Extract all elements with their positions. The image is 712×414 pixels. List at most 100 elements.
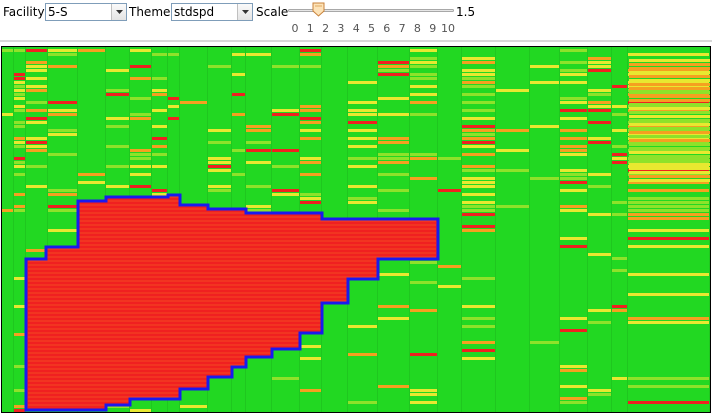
speed-heatmap[interactable] [2, 47, 710, 412]
heat-cell [106, 125, 129, 128]
heat-cell [48, 49, 77, 52]
scale-slider-track[interactable] [288, 9, 454, 12]
heat-cell [14, 85, 25, 88]
facility-select[interactable]: 5-S [45, 3, 127, 21]
heat-cell [26, 109, 47, 112]
heat-cell [588, 89, 611, 92]
heat-cell [208, 189, 231, 192]
heat-cell [462, 125, 495, 128]
heat-cell [462, 133, 495, 136]
heat-cell [378, 153, 409, 156]
heat-cell [462, 357, 495, 360]
heat-cell [106, 145, 129, 148]
heat-cell [26, 165, 47, 168]
heat-cell [462, 229, 495, 232]
heat-cell [232, 73, 245, 76]
heat-cell [462, 177, 495, 180]
heat-cell [14, 165, 25, 168]
heat-cell [612, 129, 627, 132]
theme-select[interactable]: stdspd [171, 3, 253, 21]
heat-column-separator [587, 47, 588, 412]
heat-cell [628, 173, 709, 176]
heat-cell [462, 85, 495, 88]
heat-cell [462, 137, 495, 140]
heat-cell [232, 149, 245, 152]
heat-cell [629, 83, 710, 86]
heat-cell [14, 209, 25, 212]
heat-cell [14, 389, 25, 392]
heat-cell [300, 201, 321, 204]
heat-cell [130, 65, 151, 68]
heat-cell [462, 181, 495, 184]
heat-cell [14, 157, 25, 160]
heat-cell [628, 129, 709, 132]
heat-cell [14, 277, 25, 280]
heat-cell [378, 97, 409, 100]
chevron-down-icon[interactable] [111, 4, 126, 20]
heat-cell [628, 121, 709, 124]
heat-cell [410, 101, 437, 104]
heat-cell [438, 189, 461, 192]
heat-cell [560, 173, 587, 176]
chevron-down-icon[interactable] [237, 4, 252, 20]
heat-cell [629, 135, 710, 138]
heat-cell [26, 89, 47, 92]
heat-cell [106, 93, 129, 96]
heat-cell [530, 341, 559, 344]
heat-cell [462, 225, 495, 228]
heat-cell [106, 69, 129, 72]
heat-cell [348, 197, 377, 200]
scale-slider-thumb[interactable] [312, 2, 325, 17]
heat-cell [612, 105, 627, 108]
heat-cell [462, 213, 495, 216]
heat-cell [152, 153, 167, 156]
heat-cell [629, 67, 710, 70]
heat-cell [560, 145, 587, 148]
heat-cell [410, 85, 437, 88]
heat-cell [410, 389, 437, 392]
heat-cell [26, 185, 47, 188]
heat-cell [410, 65, 437, 68]
heat-cell [629, 127, 710, 130]
heat-cell [208, 161, 231, 164]
heat-cell [628, 217, 709, 220]
heat-cell [629, 115, 710, 118]
heat-cell [208, 157, 231, 160]
heat-cell [168, 105, 179, 108]
heat-cell [14, 161, 25, 164]
heat-cell [130, 113, 151, 116]
scale-tick-label: 3 [337, 22, 345, 35]
heat-cell [272, 377, 299, 380]
heat-cell [629, 155, 710, 158]
heat-cell [629, 175, 710, 178]
heat-cell [152, 109, 167, 112]
heat-cell [14, 49, 25, 52]
heat-cell [232, 173, 245, 176]
heat-cell [560, 237, 587, 240]
heat-cell [560, 209, 587, 212]
heat-cell [462, 169, 495, 172]
heat-cell [300, 105, 321, 108]
heat-cell [629, 63, 710, 66]
heat-cell [208, 165, 231, 168]
heat-cell [438, 265, 461, 268]
heat-cell [106, 185, 129, 188]
heat-cell [629, 111, 710, 114]
heat-cell [629, 87, 710, 90]
heat-cell [2, 49, 13, 52]
heat-cell [300, 193, 321, 196]
scale-slider-ticks: 0 1 2 3 4 5 6 7 8 9 10 [0, 22, 712, 36]
heat-cell [378, 173, 409, 176]
heat-cell [300, 117, 321, 120]
heat-cell [14, 97, 25, 100]
heatmap-panel[interactable] [1, 46, 711, 413]
heat-cell [48, 205, 77, 208]
heat-cell [180, 405, 207, 408]
heat-cell [588, 389, 611, 392]
heat-cell [48, 189, 77, 192]
heat-cell [612, 269, 627, 272]
heat-cell [300, 161, 321, 164]
heat-cell [530, 81, 559, 84]
heat-cell [410, 353, 437, 356]
heat-cell [14, 405, 25, 408]
